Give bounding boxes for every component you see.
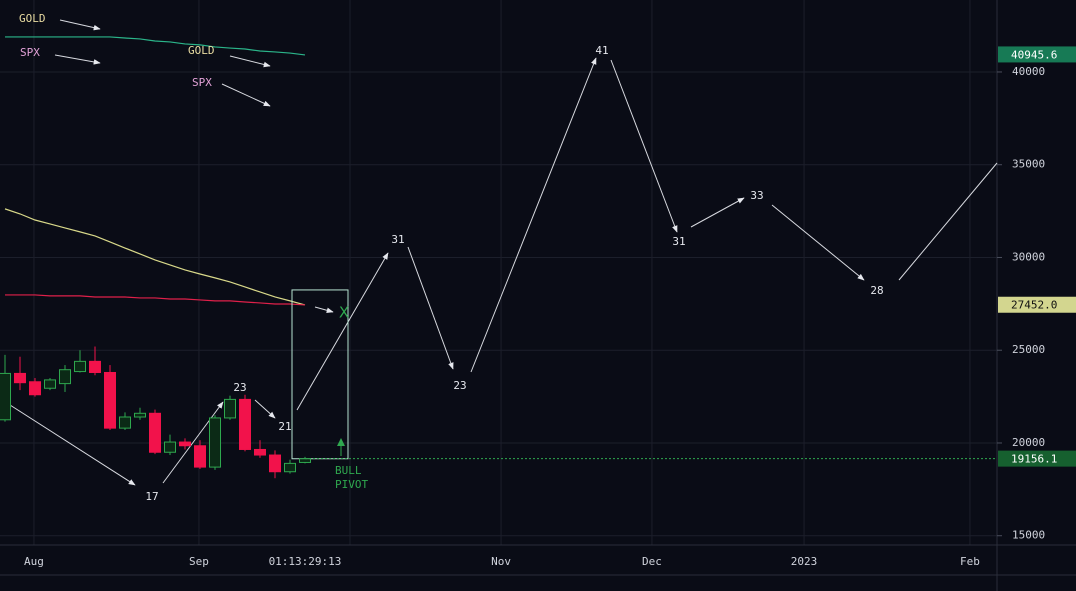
candle-body: [268, 454, 281, 473]
candle-body: [193, 445, 206, 468]
candle-body: [28, 381, 41, 396]
x-tick-label: Sep: [189, 555, 209, 568]
arrow: [229, 55, 271, 68]
countdown: 01:13:29:13: [269, 555, 342, 568]
price-label: 40945.6: [1011, 48, 1057, 61]
arrow: [470, 57, 597, 373]
x-tick-label: Feb: [960, 555, 980, 568]
legend-label: SPX: [192, 76, 212, 89]
y-tick-label: 25000: [1012, 343, 1045, 356]
pivot-arrow: [337, 438, 345, 446]
x-tick-label: Nov: [491, 555, 511, 568]
arrow: [690, 197, 745, 228]
candle-body: [118, 416, 131, 429]
arrow: [898, 162, 998, 281]
annotation: 17: [145, 490, 158, 503]
annotation: 23: [453, 379, 466, 392]
candle-body: [163, 441, 176, 453]
candle-body: [13, 372, 26, 384]
arrow: [162, 401, 224, 484]
arrow: [59, 19, 101, 31]
price-label: 19156.1: [1011, 453, 1057, 466]
annotation: 23: [233, 381, 246, 394]
legend-label: GOLD: [188, 44, 215, 57]
arrow: [9, 404, 136, 486]
legend-label: SPX: [20, 46, 40, 59]
arrow: [407, 246, 454, 370]
x-tick-label: Dec: [642, 555, 662, 568]
candle-body: [283, 462, 296, 473]
price-label-box: [998, 450, 1076, 467]
candle-body: [223, 398, 236, 419]
ma-line: [4, 294, 306, 306]
candle-body: [73, 360, 86, 373]
candle-body: [208, 417, 221, 468]
annotation: 28: [870, 284, 883, 297]
candle-body: [88, 360, 101, 373]
candle-body: [58, 369, 71, 385]
pivot-label: BULL: [335, 464, 362, 477]
arrow: [54, 54, 101, 65]
arrow: [771, 204, 865, 281]
arrow: [314, 306, 334, 314]
candle-body: [148, 412, 161, 453]
candle-body: [298, 458, 311, 463]
candle-body: [103, 371, 116, 429]
annotation: 21: [278, 420, 291, 433]
candle-body: [43, 379, 56, 389]
arrows: [9, 19, 998, 486]
annotation: 41: [595, 44, 608, 57]
pivot-mark: X: [339, 304, 349, 322]
y-tick-label: 30000: [1012, 250, 1045, 263]
x-tick-label: 2023: [791, 555, 818, 568]
pivot-label: PIVOT: [335, 478, 368, 491]
pivot-box: [291, 289, 349, 460]
candle-body: [238, 398, 251, 450]
price-label: 27452.0: [1011, 299, 1057, 312]
arrow: [296, 252, 389, 411]
candle-body: [0, 372, 11, 421]
y-tick-label: 15000: [1012, 529, 1045, 542]
ma-line: [4, 36, 306, 56]
x-tick-label: Aug: [24, 555, 44, 568]
candle-body: [133, 412, 146, 418]
arrow: [221, 83, 271, 107]
price-label-box: [998, 296, 1076, 313]
annotation: 33: [750, 189, 763, 202]
y-tick-label: 40000: [1012, 65, 1045, 78]
arrow: [254, 399, 276, 419]
price-label-box: [998, 46, 1076, 63]
legend-label: GOLD: [19, 12, 46, 25]
candle-body: [253, 448, 266, 456]
ma-line: [4, 208, 306, 306]
y-tick-label: 35000: [1012, 158, 1045, 171]
countdown-bg: [264, 552, 345, 570]
y-tick-label: 20000: [1012, 436, 1045, 449]
arrow: [610, 59, 678, 233]
annotation: 31: [672, 235, 685, 248]
candle-body: [178, 441, 191, 447]
annotation: 31: [391, 233, 404, 246]
